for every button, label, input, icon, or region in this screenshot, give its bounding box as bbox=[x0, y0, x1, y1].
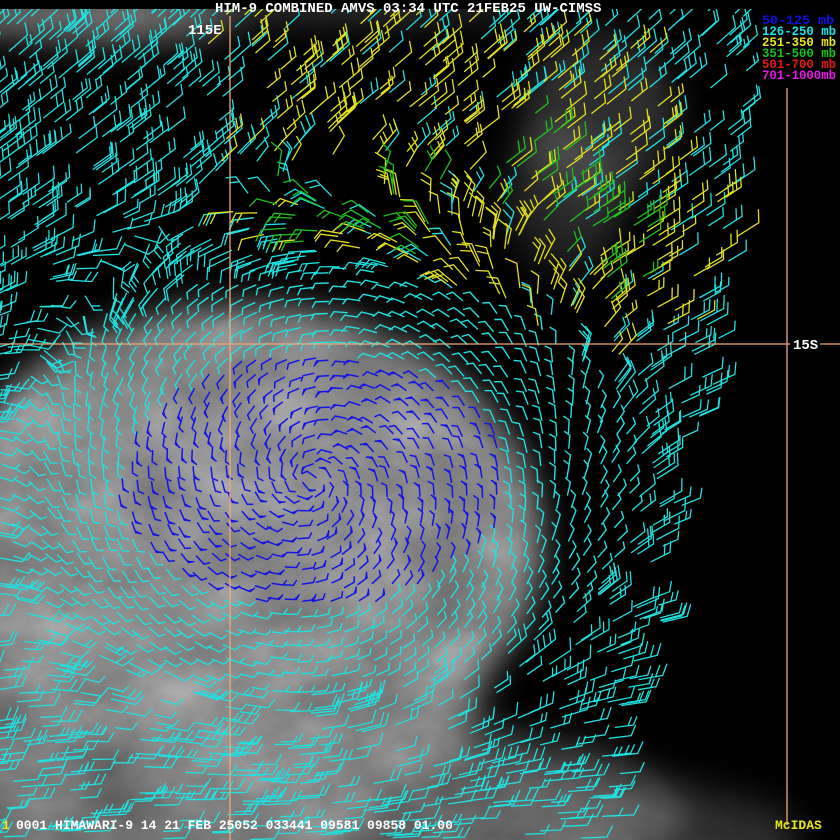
svg-text:1: 1 bbox=[2, 818, 10, 833]
svg-text:0001 HIMAWARI-9 14 21 FEB 2505: 0001 HIMAWARI-9 14 21 FEB 25052 033441 0… bbox=[16, 818, 453, 833]
svg-text:701-1000mb: 701-1000mb bbox=[762, 68, 836, 83]
svg-text:McIDAS: McIDAS bbox=[775, 818, 822, 833]
svg-text:HIM-9 COMBINED AMVS 03:34 UTC: HIM-9 COMBINED AMVS 03:34 UTC 21FEB25 UW… bbox=[215, 1, 601, 17]
svg-text:115E: 115E bbox=[188, 23, 222, 39]
svg-text:15S: 15S bbox=[793, 338, 818, 354]
